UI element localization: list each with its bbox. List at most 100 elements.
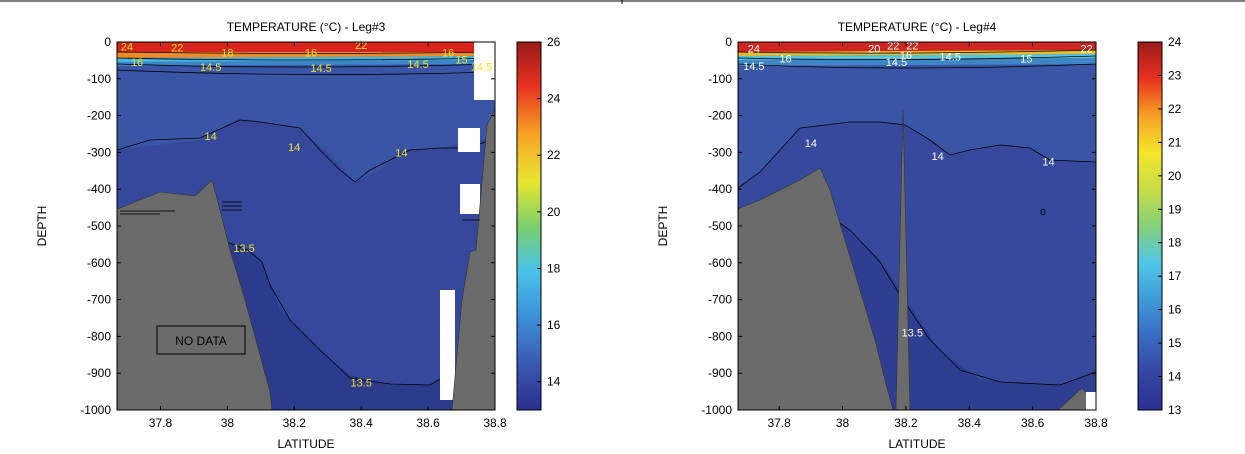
- surface-warm-layer: [738, 42, 1096, 52]
- colorbar-tick-label: 16: [547, 318, 561, 332]
- colorbar: [516, 41, 542, 411]
- y-tick-label: -700: [708, 293, 732, 307]
- chart-panel-leg3: TEMPERATURE (°C) - Leg#3: [35, 20, 561, 451]
- colorbar-tick-label: 20: [547, 205, 561, 219]
- no-data-box: [156, 325, 246, 355]
- colorbar-tick-label: 14: [547, 375, 561, 389]
- y-tick-label: 0: [104, 35, 111, 49]
- y-axis-label: DEPTH: [656, 206, 670, 247]
- colorbar-tick-label: 17: [1168, 269, 1182, 283]
- y-tick-label: -300: [708, 145, 732, 159]
- y-tick-label: -500: [708, 219, 732, 233]
- colorbar-tick-label: 22: [1168, 102, 1182, 116]
- y-tick-label: -300: [87, 145, 111, 159]
- axis-ticks: 37.8 38 38.2 38.4 38.6 38.8 0 -100 -200 -300 -400 -…: [701, 35, 1108, 430]
- y-tick-label: -400: [87, 182, 111, 196]
- contour-label: 15: [455, 55, 467, 67]
- seafloor-left: [117, 179, 273, 410]
- contour-label: 24: [121, 41, 133, 53]
- y-tick-label: -700: [87, 293, 111, 307]
- colorbar-tick-label: 18: [1168, 236, 1182, 250]
- y-tick-label: -200: [87, 109, 111, 123]
- contour-label: 14: [288, 142, 300, 154]
- contour-label: 24: [748, 44, 760, 56]
- contour-label: 15: [1020, 54, 1032, 66]
- colorbar-tick-label: 24: [1168, 35, 1182, 49]
- contour-label: 16: [131, 57, 143, 69]
- colorbar-ticks: 26 24 22 20 18 16 14: [537, 35, 561, 389]
- contour-label: 20: [868, 44, 880, 56]
- y-axis-label: DEPTH: [35, 206, 49, 247]
- gap-rect: [474, 42, 495, 100]
- y-tick-label: 0: [725, 35, 732, 49]
- y-tick-label: -100: [87, 72, 111, 86]
- x-tick-label: 37.8: [768, 416, 792, 430]
- y-tick-label: -600: [708, 256, 732, 270]
- axis-ticks: 37.8 38 38.2 38.4 38.6 38.8 0 -100 -200 -300 -400 -…: [80, 35, 507, 430]
- colorbar-tick-label: 15: [1168, 336, 1182, 350]
- y-tick-label: -200: [708, 109, 732, 123]
- chart-title: TEMPERATURE (°C) - Leg#3: [227, 20, 386, 34]
- colorbar-tick-label: 20: [1168, 169, 1182, 183]
- contour-label: 13.5: [902, 328, 923, 340]
- contour-label: 22: [1080, 44, 1092, 56]
- contour-label: 14.5: [310, 63, 331, 75]
- colorbar-tick-label: 14: [1168, 370, 1182, 384]
- contour-label: 16: [900, 50, 912, 62]
- colorbar-tick-label: 21: [1168, 135, 1182, 149]
- contour-label: 14: [805, 138, 817, 150]
- contour-label: 14: [931, 151, 943, 163]
- contour-label: 22: [355, 40, 367, 52]
- contour-label: 14: [205, 131, 217, 143]
- colorbar-tick-label: 24: [547, 92, 561, 106]
- gap-rect: [440, 290, 455, 400]
- x-tick-label: 38.2: [894, 416, 918, 430]
- thermocline-blue: [117, 60, 495, 66]
- colorbar-tick-label: 16: [1168, 303, 1182, 317]
- contour-label: 16: [442, 47, 454, 59]
- x-tick-label: 38.6: [1021, 416, 1045, 430]
- x-tick-label: 38.4: [350, 416, 374, 430]
- chart-title: TEMPERATURE (°C) - Leg#4: [838, 20, 997, 34]
- contour-label: 22: [887, 41, 899, 53]
- contour-lines: [117, 51, 495, 386]
- thermocline-blue: [738, 58, 1096, 66]
- gap-rect: [458, 128, 480, 152]
- x-tick-label: 38.4: [958, 416, 982, 430]
- colorbar-tick-label: 19: [1168, 202, 1182, 216]
- contour-label: 14.5: [743, 61, 764, 73]
- x-tick-label: 38.6: [416, 416, 440, 430]
- contour-label: 13.5: [350, 377, 371, 389]
- colorbar-tick-label: 22: [547, 148, 561, 162]
- contour-lines: [738, 49, 1096, 386]
- contour-label: 14.5: [471, 61, 492, 73]
- colorbar-tick-label: 23: [1168, 68, 1182, 82]
- seafloor-right: [451, 109, 495, 410]
- contour-label: 22: [171, 43, 183, 55]
- y-tick-label: -1000: [80, 403, 111, 417]
- x-tick-label: 38.8: [1084, 416, 1108, 430]
- y-tick-label: -400: [708, 182, 732, 196]
- colorbar: [1137, 41, 1163, 411]
- surface-warm-layer: [117, 42, 495, 52]
- y-tick-label: -800: [87, 329, 111, 343]
- contour-label: 14: [395, 147, 407, 159]
- gap-rect: [1086, 392, 1096, 410]
- contour-label: 13.5: [233, 243, 254, 255]
- colorbar-tick-label: 26: [547, 35, 561, 49]
- colorbar-ticks: 24 23 22 21 20 19 18 17 16 15 14 13: [1158, 35, 1182, 417]
- y-tick-label: -800: [708, 329, 732, 343]
- y-tick-label: -900: [708, 366, 732, 380]
- contour-label: 22: [906, 41, 918, 53]
- x-tick-label: 38: [836, 416, 850, 430]
- contour-label: 14.5: [407, 59, 428, 71]
- seafloor-left: [738, 167, 894, 410]
- contour-label: 16: [305, 47, 317, 59]
- contour-label: 16: [779, 54, 791, 66]
- x-tick-label: 38: [221, 416, 235, 430]
- no-data-label: NO DATA: [175, 334, 227, 348]
- contour-label: 14.5: [886, 57, 907, 69]
- x-tick-label: 38.8: [483, 416, 507, 430]
